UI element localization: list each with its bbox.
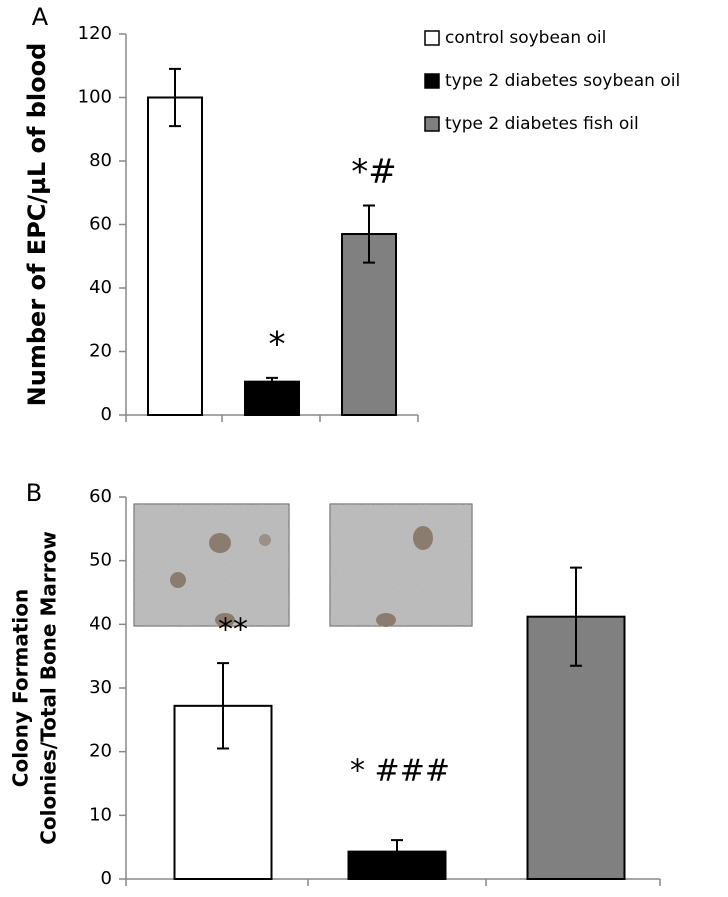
error-bar [217, 662, 229, 750]
bar [244, 380, 300, 417]
micrograph [133, 503, 290, 627]
y-tick-label: 10 [89, 804, 112, 825]
bar [341, 233, 397, 416]
y-tick-label: 50 [89, 550, 112, 571]
y-tick-label: 0 [101, 404, 112, 425]
error-bar [391, 839, 403, 865]
legend-label: control soybean oil [445, 28, 606, 48]
y-tick-label: 40 [89, 613, 112, 634]
annotation: *# [351, 152, 397, 192]
annotation: * ### [350, 754, 450, 789]
bar [147, 96, 203, 416]
error-bar [266, 376, 278, 387]
legend-label: type 2 diabetes fish oil [445, 114, 639, 134]
y-tick-label: 60 [89, 214, 112, 235]
y-tick-label: 40 [89, 277, 112, 298]
y-tick-label: 30 [89, 677, 112, 698]
legend-swatch [424, 73, 440, 89]
micrograph [329, 503, 473, 627]
panel-label: B [26, 479, 42, 507]
y-axis-label: Number of EPC/µL of blood [23, 43, 51, 407]
annotation: * [269, 324, 286, 364]
error-bar [570, 566, 582, 667]
y-tick-label: 100 [78, 87, 112, 108]
legend-swatch [424, 30, 440, 46]
y-axis-label: Colony Formation [9, 589, 33, 787]
legend-swatch [424, 116, 440, 132]
y-tick-label: 20 [89, 741, 112, 762]
annotation: ** [218, 613, 248, 648]
y-tick-label: 80 [89, 150, 112, 171]
y-tick-label: 120 [78, 23, 112, 44]
legend-label: type 2 diabetes soybean oil [445, 71, 680, 91]
error-bar [169, 67, 181, 128]
y-tick-label: 60 [89, 486, 112, 507]
panel-label: A [32, 3, 49, 31]
y-axis-label: Colonies/Total Bone Marrow [37, 531, 61, 845]
y-tick-label: 20 [89, 341, 112, 362]
y-tick-label: 0 [101, 868, 112, 889]
error-bar [363, 204, 375, 264]
